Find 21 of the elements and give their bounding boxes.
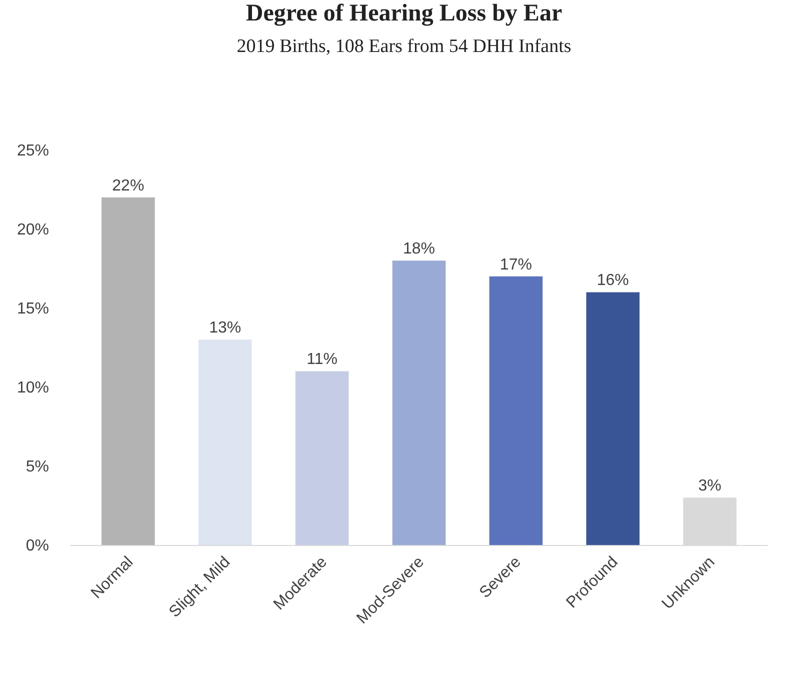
bar (198, 340, 252, 545)
chart-subtitle: 2019 Births, 108 Ears from 54 DHH Infants (236, 36, 572, 57)
y-tick-label: 25% (16, 142, 49, 160)
data-label: 3% (698, 478, 722, 495)
data-label: 17% (500, 256, 532, 274)
y-tick-label: 5% (26, 458, 49, 476)
data-label: 18% (402, 240, 436, 258)
data-label: 13% (209, 320, 242, 337)
bar (392, 260, 446, 545)
y-tick-label: 10% (16, 380, 49, 397)
data-label: 11% (306, 351, 338, 368)
bar (586, 292, 640, 545)
bar (489, 276, 543, 545)
bar (102, 197, 155, 545)
bar (295, 371, 349, 545)
y-tick-label: 15% (16, 300, 49, 318)
data-label: 22% (112, 177, 144, 194)
y-tick-label: 0% (26, 538, 49, 555)
y-tick-label: 20% (16, 222, 49, 239)
chart-title: Degree of Hearing Loss by Ear (246, 0, 562, 27)
data-label: 16% (596, 272, 629, 290)
